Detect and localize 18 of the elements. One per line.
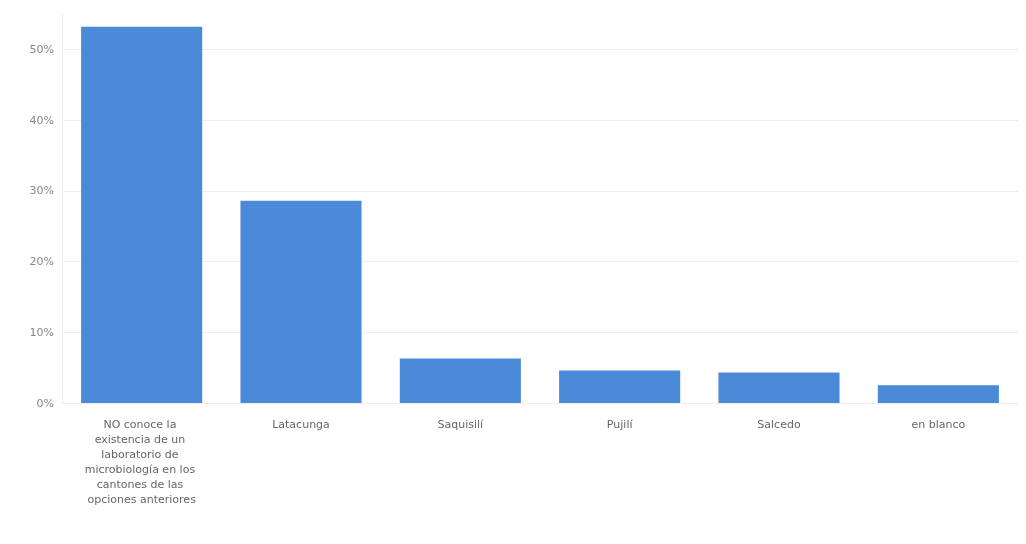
y-tick-label: 40% xyxy=(29,113,54,127)
x-tick-label: NO conoce la existencia de un laboratorio de microbiología en los cantones de las opciones anteriores xyxy=(84,418,199,506)
y-tick-label: 20% xyxy=(29,255,54,269)
bar xyxy=(399,358,521,403)
x-tick-label: Pujilí xyxy=(606,418,634,431)
y-tick-label: 0% xyxy=(36,396,54,410)
x-tick-label: en blanco xyxy=(911,418,966,431)
bar xyxy=(877,385,999,403)
y-tick-label: 50% xyxy=(29,42,54,56)
bar xyxy=(718,372,840,403)
bar xyxy=(240,200,362,403)
bar xyxy=(559,370,681,403)
bar xyxy=(81,26,203,403)
x-tick-label: Salcedo xyxy=(757,418,801,431)
x-tick-label: Saquisilí xyxy=(437,418,485,431)
x-tick-label: Latacunga xyxy=(272,418,330,431)
y-tick-label: 30% xyxy=(29,184,54,198)
y-tick-label: 10% xyxy=(29,325,54,339)
